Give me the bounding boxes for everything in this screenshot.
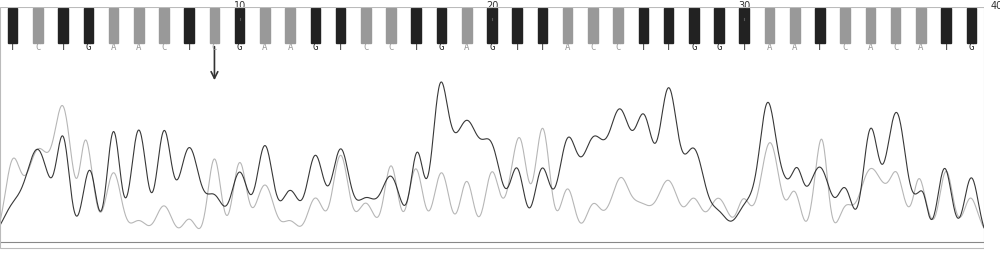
Text: C: C — [363, 43, 369, 52]
Text: C: C — [212, 43, 217, 52]
Bar — [512, 8, 522, 43]
Bar — [538, 8, 547, 43]
Bar — [361, 8, 371, 43]
Text: 40: 40 — [990, 1, 1000, 11]
Text: A: A — [918, 43, 924, 52]
Text: 20: 20 — [486, 1, 498, 11]
Text: T: T — [414, 43, 419, 52]
Text: C: C — [842, 43, 848, 52]
Bar — [588, 8, 598, 43]
Text: G: G — [86, 43, 91, 52]
Bar — [159, 8, 169, 43]
Bar — [689, 8, 699, 43]
Text: T: T — [338, 43, 343, 52]
Bar — [941, 8, 951, 43]
Bar — [891, 8, 900, 43]
Bar — [33, 8, 43, 43]
Bar — [462, 8, 472, 43]
Bar — [739, 8, 749, 43]
Text: A: A — [111, 43, 116, 52]
Text: A: A — [792, 43, 797, 52]
Text: A: A — [136, 43, 141, 52]
Text: G: G — [691, 43, 696, 52]
Bar — [714, 8, 724, 43]
Bar — [84, 8, 93, 43]
Bar — [210, 8, 219, 43]
Bar — [58, 8, 68, 43]
Bar — [411, 8, 421, 43]
Bar — [184, 8, 194, 43]
Text: C: C — [615, 43, 621, 52]
Text: T: T — [943, 43, 949, 52]
Bar — [134, 8, 144, 43]
Text: T: T — [742, 43, 747, 52]
Text: G: G — [489, 43, 495, 52]
Bar — [639, 8, 648, 43]
Text: T: T — [817, 43, 823, 52]
Text: A: A — [287, 43, 293, 52]
Bar — [8, 8, 17, 43]
Bar — [765, 8, 774, 43]
Bar — [311, 8, 320, 43]
Text: G: G — [439, 43, 444, 52]
Text: T: T — [515, 43, 520, 52]
Text: G: G — [313, 43, 318, 52]
Bar — [790, 8, 800, 43]
Text: G: G — [237, 43, 242, 52]
Bar — [815, 8, 825, 43]
Text: G: G — [969, 43, 974, 52]
Bar — [967, 8, 976, 43]
Text: A: A — [868, 43, 873, 52]
Bar — [664, 8, 673, 43]
Text: G: G — [716, 43, 722, 52]
Bar — [260, 8, 270, 43]
Text: T: T — [540, 43, 545, 52]
Text: T: T — [10, 43, 15, 52]
Text: C: C — [35, 43, 41, 52]
Text: A: A — [767, 43, 772, 52]
Bar — [613, 8, 623, 43]
Text: T: T — [666, 43, 671, 52]
Text: 30: 30 — [738, 1, 750, 11]
Text: C: C — [161, 43, 167, 52]
Bar — [285, 8, 295, 43]
Bar — [336, 8, 345, 43]
Text: 10: 10 — [234, 1, 246, 11]
Bar — [235, 8, 244, 43]
Bar — [840, 8, 850, 43]
Text: A: A — [262, 43, 268, 52]
Bar — [916, 8, 926, 43]
Bar — [866, 8, 875, 43]
Bar — [563, 8, 572, 43]
Bar — [437, 8, 446, 43]
Text: C: C — [893, 43, 898, 52]
Text: A: A — [565, 43, 570, 52]
Text: T: T — [641, 43, 646, 52]
Text: C: C — [590, 43, 596, 52]
Bar — [109, 8, 118, 43]
Text: T: T — [187, 43, 192, 52]
Text: A: A — [464, 43, 469, 52]
Bar — [487, 8, 497, 43]
Text: T: T — [60, 43, 66, 52]
Text: C: C — [388, 43, 394, 52]
Bar — [386, 8, 396, 43]
